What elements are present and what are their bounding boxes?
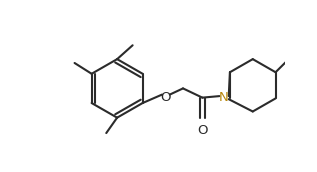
Text: O: O [197, 124, 208, 137]
Text: N: N [219, 91, 229, 104]
Text: O: O [161, 91, 171, 104]
